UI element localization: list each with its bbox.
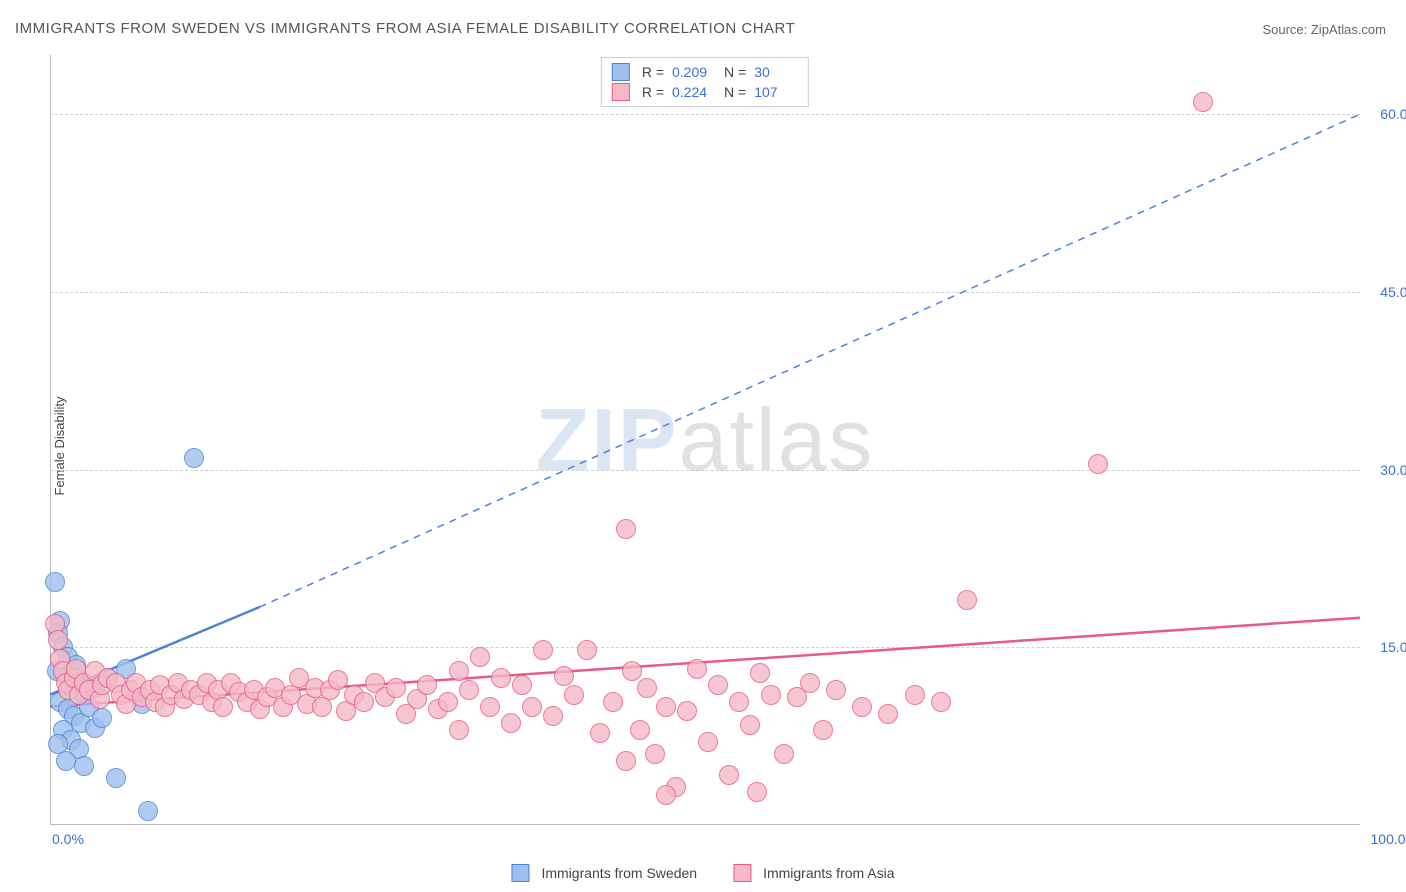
point-asia	[687, 659, 707, 679]
point-asia	[213, 697, 233, 717]
point-asia	[750, 663, 770, 683]
point-asia	[729, 692, 749, 712]
source-name: ZipAtlas.com	[1311, 22, 1386, 37]
point-asia	[761, 685, 781, 705]
point-asia	[543, 706, 563, 726]
legend-item-asia: Immigrants from Asia	[733, 864, 894, 882]
swatch-sweden-bottom	[511, 864, 529, 882]
point-asia	[719, 765, 739, 785]
point-asia	[533, 640, 553, 660]
point-asia	[449, 720, 469, 740]
y-tick-label: 60.0%	[1380, 106, 1406, 122]
y-tick-label: 15.0%	[1380, 639, 1406, 655]
point-asia	[501, 713, 521, 733]
point-asia	[698, 732, 718, 752]
point-asia	[590, 723, 610, 743]
legend-label-sweden: Immigrants from Sweden	[541, 865, 697, 881]
legend-item-sweden: Immigrants from Sweden	[511, 864, 697, 882]
source-prefix: Source:	[1262, 22, 1310, 37]
chart-source: Source: ZipAtlas.com	[1262, 22, 1386, 37]
legend-label-asia: Immigrants from Asia	[763, 865, 894, 881]
point-asia	[564, 685, 584, 705]
point-asia	[616, 751, 636, 771]
point-asia	[905, 685, 925, 705]
point-asia	[470, 647, 490, 667]
chart-title: IMMIGRANTS FROM SWEDEN VS IMMIGRANTS FRO…	[15, 20, 795, 37]
swatch-asia	[612, 83, 630, 101]
point-asia	[603, 692, 623, 712]
point-asia	[800, 673, 820, 693]
point-asia	[740, 715, 760, 735]
point-sweden	[138, 801, 158, 821]
point-asia	[48, 630, 68, 650]
point-asia	[522, 697, 542, 717]
point-asia	[747, 782, 767, 802]
point-asia	[656, 785, 676, 805]
point-asia	[491, 668, 511, 688]
n-label: N =	[724, 82, 746, 102]
point-asia	[1193, 92, 1213, 112]
point-asia	[449, 661, 469, 681]
point-asia	[826, 680, 846, 700]
point-asia	[438, 692, 458, 712]
point-asia	[931, 692, 951, 712]
point-asia	[637, 678, 657, 698]
r-value-sweden: 0.209	[672, 62, 716, 82]
point-asia	[656, 697, 676, 717]
point-asia	[957, 590, 977, 610]
point-sweden	[92, 708, 112, 728]
x-tick-start: 0.0%	[52, 831, 84, 847]
point-asia	[852, 697, 872, 717]
n-label: N =	[724, 62, 746, 82]
point-asia	[630, 720, 650, 740]
point-asia	[813, 720, 833, 740]
r-label: R =	[642, 82, 664, 102]
point-asia	[386, 678, 406, 698]
point-asia	[480, 697, 500, 717]
point-asia	[774, 744, 794, 764]
legend-stats-row-sweden: R = 0.209 N = 30	[612, 62, 798, 82]
point-asia	[459, 680, 479, 700]
r-value-asia: 0.224	[672, 82, 716, 102]
x-tick-end: 100.0%	[1371, 831, 1406, 847]
point-asia	[554, 666, 574, 686]
point-asia	[878, 704, 898, 724]
point-sweden	[74, 756, 94, 776]
legend-stats-row-asia: R = 0.224 N = 107	[612, 82, 798, 102]
point-asia	[677, 701, 697, 721]
y-tick-label: 30.0%	[1380, 462, 1406, 478]
trend-line	[260, 114, 1360, 607]
point-asia	[577, 640, 597, 660]
r-label: R =	[642, 62, 664, 82]
point-sweden	[56, 751, 76, 771]
point-asia	[354, 692, 374, 712]
point-asia	[512, 675, 532, 695]
swatch-sweden	[612, 63, 630, 81]
legend-bottom: Immigrants from Sweden Immigrants from A…	[511, 864, 894, 882]
point-asia	[417, 675, 437, 695]
legend-stats-box: R = 0.209 N = 30 R = 0.224 N = 107	[601, 57, 809, 107]
point-sweden	[45, 572, 65, 592]
point-asia	[622, 661, 642, 681]
swatch-asia-bottom	[733, 864, 751, 882]
n-value-asia: 107	[754, 82, 798, 102]
n-value-sweden: 30	[754, 62, 798, 82]
point-asia	[708, 675, 728, 695]
point-sweden	[106, 768, 126, 788]
point-sweden	[184, 448, 204, 468]
y-tick-label: 45.0%	[1380, 284, 1406, 300]
point-asia	[645, 744, 665, 764]
point-asia	[616, 519, 636, 539]
chart-plot-area: ZIPatlas R = 0.209 N = 30 R = 0.224 N = …	[50, 55, 1360, 825]
point-asia	[1088, 454, 1108, 474]
